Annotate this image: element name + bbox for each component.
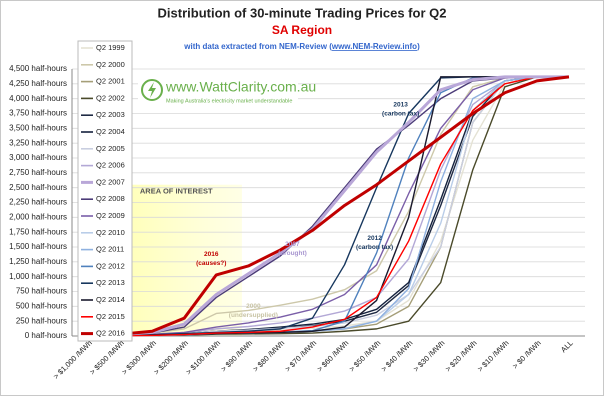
source-suffix: ) — [417, 42, 420, 51]
y-tick-label: 2,000 half-hours — [9, 212, 67, 221]
y-tick-label: 2,500 half-hours — [9, 183, 67, 192]
annotation: (drought) — [278, 250, 307, 257]
series-line — [88, 75, 569, 337]
legend-label: Q2 2012 — [96, 261, 125, 270]
chart-subtitle: SA Region — [272, 23, 332, 37]
series-line — [88, 76, 569, 336]
series-line — [88, 76, 569, 337]
legend-label: Q2 2008 — [96, 194, 125, 203]
y-tick-label: 1,000 half-hours — [9, 272, 67, 281]
y-tick-label: 4,000 half-hours — [9, 94, 67, 103]
logo: www.WattClarity.com.au Making Australia'… — [138, 74, 316, 108]
legend-label: Q2 1999 — [96, 43, 125, 52]
legend-label: Q2 2002 — [96, 93, 125, 102]
annotation: 2016 — [204, 251, 219, 258]
area-of-interest-label: AREA OF INTEREST — [140, 187, 213, 196]
y-tick-label: 3,750 half-hours — [9, 109, 67, 118]
legend-label: Q2 2013 — [96, 278, 125, 287]
y-tick-label: 4,250 half-hours — [9, 79, 67, 88]
legend-label: Q2 2009 — [96, 211, 125, 220]
y-tick-label: 2,750 half-hours — [9, 168, 67, 177]
logo-bolt — [148, 82, 156, 98]
annotation: 2012 — [367, 235, 382, 242]
y-tick-label: 3,000 half-hours — [9, 153, 67, 162]
legend-label: Q2 2006 — [96, 161, 125, 170]
y-tick-label: 750 half-hours — [16, 287, 67, 296]
y-tick-label: 2,250 half-hours — [9, 198, 67, 207]
logo-background — [138, 74, 298, 108]
annotation: 2000 — [246, 303, 261, 310]
source-note: with data extracted from NEM-Review (www… — [183, 42, 420, 51]
legend-label: Q2 2011 — [96, 245, 124, 254]
legend-label: Q2 2000 — [96, 60, 125, 69]
y-tick-label: 0 half-hours — [25, 331, 67, 340]
source-prefix: with data extracted from NEM-Review ( — [183, 42, 332, 51]
legend-label: Q2 2016 — [96, 329, 125, 338]
y-tick-label: 3,500 half-hours — [9, 123, 67, 132]
legend-label: Q2 2001 — [96, 77, 125, 86]
y-tick-label: 500 half-hours — [16, 301, 67, 310]
chart-title: Distribution of 30-minute Trading Prices… — [158, 5, 447, 20]
legend-box — [77, 40, 133, 342]
y-tick-label: 4,500 half-hours — [9, 64, 67, 73]
legend-label: Q2 2003 — [96, 110, 125, 119]
y-tick-label: 250 half-hours — [16, 316, 67, 325]
annotation: (undersupplied) — [229, 312, 278, 319]
legend-label: Q2 2014 — [96, 295, 125, 304]
annotation: 2007 — [285, 241, 300, 248]
legend-label: Q2 2007 — [96, 177, 125, 186]
legend-label: Q2 2005 — [96, 144, 125, 153]
y-tick-label: 1,500 half-hours — [9, 242, 67, 251]
annotation: (carbon tax) — [356, 244, 393, 251]
annotation: 2013 — [393, 101, 408, 108]
logo-tagline: Making Australia's electricity market un… — [166, 98, 292, 104]
legend-label: Q2 2010 — [96, 228, 125, 237]
logo-icon — [141, 79, 163, 101]
logo-name: www.WattClarity.com.au — [165, 79, 316, 95]
legend-label: Q2 2015 — [96, 312, 125, 321]
legend-label: Q2 2004 — [96, 127, 125, 136]
series-line — [88, 76, 569, 337]
legend: Q2 1999 Q2 2000 Q2 2001 Q2 2002 Q2 2003 Q2 20… — [77, 40, 133, 342]
source-link[interactable]: www.NEM-Review.info — [331, 42, 417, 51]
y-tick-label: 3,250 half-hours — [9, 138, 67, 147]
series-line — [88, 75, 570, 336]
y-tick-label: 1,750 half-hours — [9, 227, 67, 236]
y-tick-label: 1,250 half-hours — [9, 257, 67, 266]
annotation: (causes?) — [196, 260, 226, 267]
annotation: (carbon tax) — [382, 110, 419, 117]
